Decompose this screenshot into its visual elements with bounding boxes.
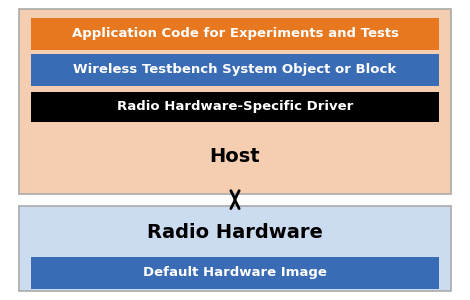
FancyBboxPatch shape bbox=[19, 9, 451, 194]
FancyBboxPatch shape bbox=[31, 92, 439, 122]
Text: Host: Host bbox=[210, 146, 260, 166]
FancyBboxPatch shape bbox=[31, 54, 439, 86]
Text: Radio Hardware: Radio Hardware bbox=[147, 223, 323, 242]
FancyBboxPatch shape bbox=[31, 18, 439, 50]
Text: Wireless Testbench System Object or Block: Wireless Testbench System Object or Bloc… bbox=[73, 63, 397, 76]
FancyBboxPatch shape bbox=[31, 257, 439, 289]
Text: Application Code for Experiments and Tests: Application Code for Experiments and Tes… bbox=[71, 27, 399, 40]
Text: Radio Hardware-Specific Driver: Radio Hardware-Specific Driver bbox=[117, 100, 353, 113]
FancyBboxPatch shape bbox=[19, 206, 451, 291]
Text: Default Hardware Image: Default Hardware Image bbox=[143, 266, 327, 279]
